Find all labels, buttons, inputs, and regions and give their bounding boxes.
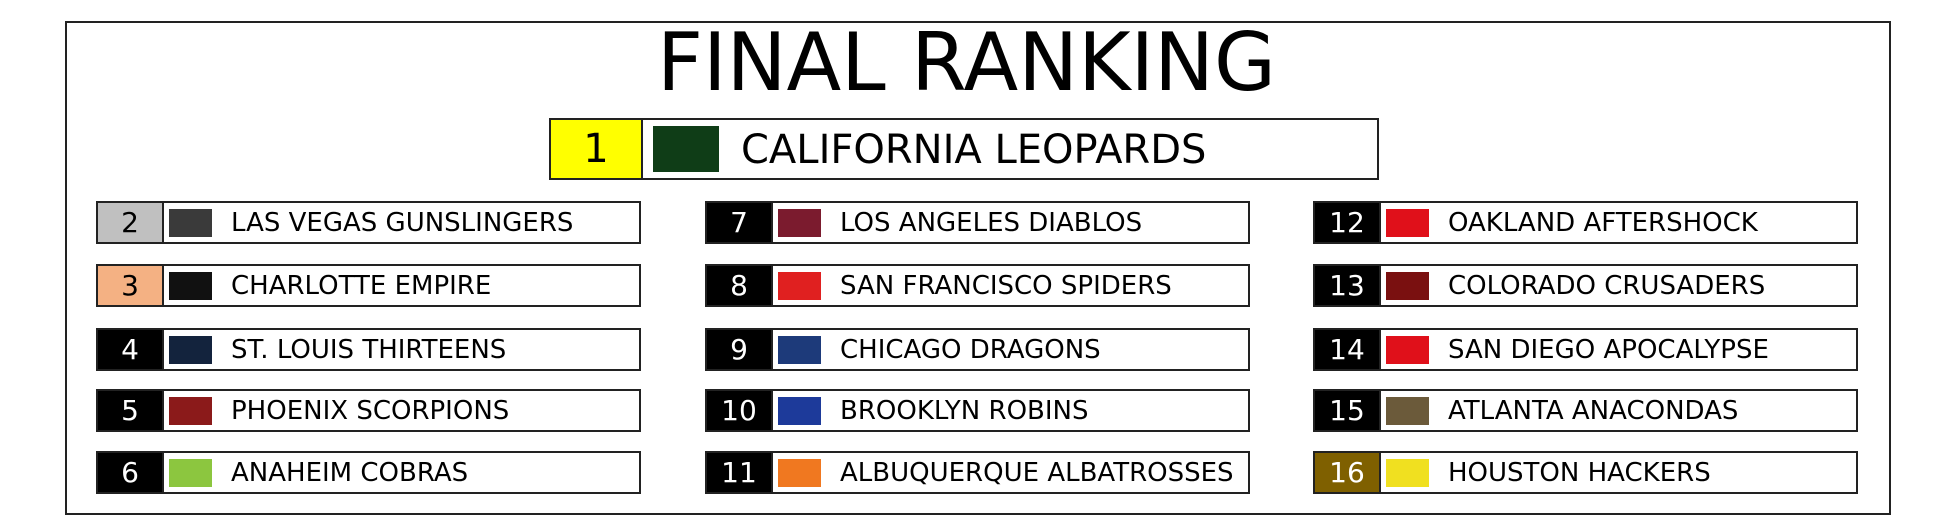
team-logo <box>1386 459 1429 487</box>
rank: 13 <box>1315 266 1381 305</box>
team-entry: 3 CHARLOTTE EMPIRE <box>96 264 641 307</box>
team-name: ATLANTA ANACONDAS <box>1448 396 1739 426</box>
team-logo <box>1386 336 1429 364</box>
team-logo <box>653 126 719 172</box>
team-entry: 11 ALBUQUERQUE ALBATROSSES <box>705 451 1250 494</box>
rank: 2 <box>98 203 164 242</box>
team-name: CHICAGO DRAGONS <box>840 335 1101 365</box>
team-name: ST. LOUIS THIRTEENS <box>231 335 507 365</box>
rank: 7 <box>707 203 773 242</box>
champion-entry: 1 CALIFORNIA LEOPARDS <box>549 118 1379 180</box>
team-entry: 8 SAN FRANCISCO SPIDERS <box>705 264 1250 307</box>
team-logo <box>778 209 821 237</box>
rank: 10 <box>707 391 773 430</box>
title: FINAL RANKING <box>657 16 1276 109</box>
team-logo <box>778 272 821 300</box>
team-entry: 10 BROOKLYN ROBINS <box>705 389 1250 432</box>
rank: 16 <box>1315 453 1381 492</box>
team-logo <box>1386 397 1429 425</box>
team-name: SAN FRANCISCO SPIDERS <box>840 271 1172 301</box>
team-logo <box>778 397 821 425</box>
team-logo <box>169 397 212 425</box>
rank: 12 <box>1315 203 1381 242</box>
team-name: HOUSTON HACKERS <box>1448 458 1711 488</box>
team-entry: 12 OAKLAND AFTERSHOCK <box>1313 201 1858 244</box>
team-name: OAKLAND AFTERSHOCK <box>1448 208 1758 238</box>
rank: 14 <box>1315 330 1381 369</box>
team-name: CHARLOTTE EMPIRE <box>231 271 492 301</box>
rank: 4 <box>98 330 164 369</box>
team-logo <box>169 459 212 487</box>
team-name: COLORADO CRUSADERS <box>1448 271 1766 301</box>
team-name: LAS VEGAS GUNSLINGERS <box>231 208 574 238</box>
team-entry: 14 SAN DIEGO APOCALYPSE <box>1313 328 1858 371</box>
team-entry: 2 LAS VEGAS GUNSLINGERS <box>96 201 641 244</box>
rank: 11 <box>707 453 773 492</box>
team-entry: 5 PHOENIX SCORPIONS <box>96 389 641 432</box>
rank: 3 <box>98 266 164 305</box>
team-entry: 7 LOS ANGELES DIABLOS <box>705 201 1250 244</box>
rank: 9 <box>707 330 773 369</box>
team-name: ALBUQUERQUE ALBATROSSES <box>840 458 1234 488</box>
team-logo <box>1386 209 1429 237</box>
team-entry: 6 ANAHEIM COBRAS <box>96 451 641 494</box>
team-name: ANAHEIM COBRAS <box>231 458 469 488</box>
rank: 8 <box>707 266 773 305</box>
team-entry: 4 ST. LOUIS THIRTEENS <box>96 328 641 371</box>
team-entry: 15 ATLANTA ANACONDAS <box>1313 389 1858 432</box>
team-logo <box>778 459 821 487</box>
rank: 1 <box>551 120 643 178</box>
team-logo <box>778 336 821 364</box>
team-entry: 9 CHICAGO DRAGONS <box>705 328 1250 371</box>
rank: 15 <box>1315 391 1381 430</box>
rank: 5 <box>98 391 164 430</box>
team-name: PHOENIX SCORPIONS <box>231 396 510 426</box>
team-logo <box>169 336 212 364</box>
team-logo <box>1386 272 1429 300</box>
team-logo <box>169 209 212 237</box>
team-name: LOS ANGELES DIABLOS <box>840 208 1143 238</box>
team-name: BROOKLYN ROBINS <box>840 396 1089 426</box>
team-entry: 13 COLORADO CRUSADERS <box>1313 264 1858 307</box>
team-name: SAN DIEGO APOCALYPSE <box>1448 335 1769 365</box>
team-entry: 16 HOUSTON HACKERS <box>1313 451 1858 494</box>
rank: 6 <box>98 453 164 492</box>
frame <box>65 21 1891 515</box>
team-name: CALIFORNIA LEOPARDS <box>741 127 1207 173</box>
team-logo <box>169 272 212 300</box>
